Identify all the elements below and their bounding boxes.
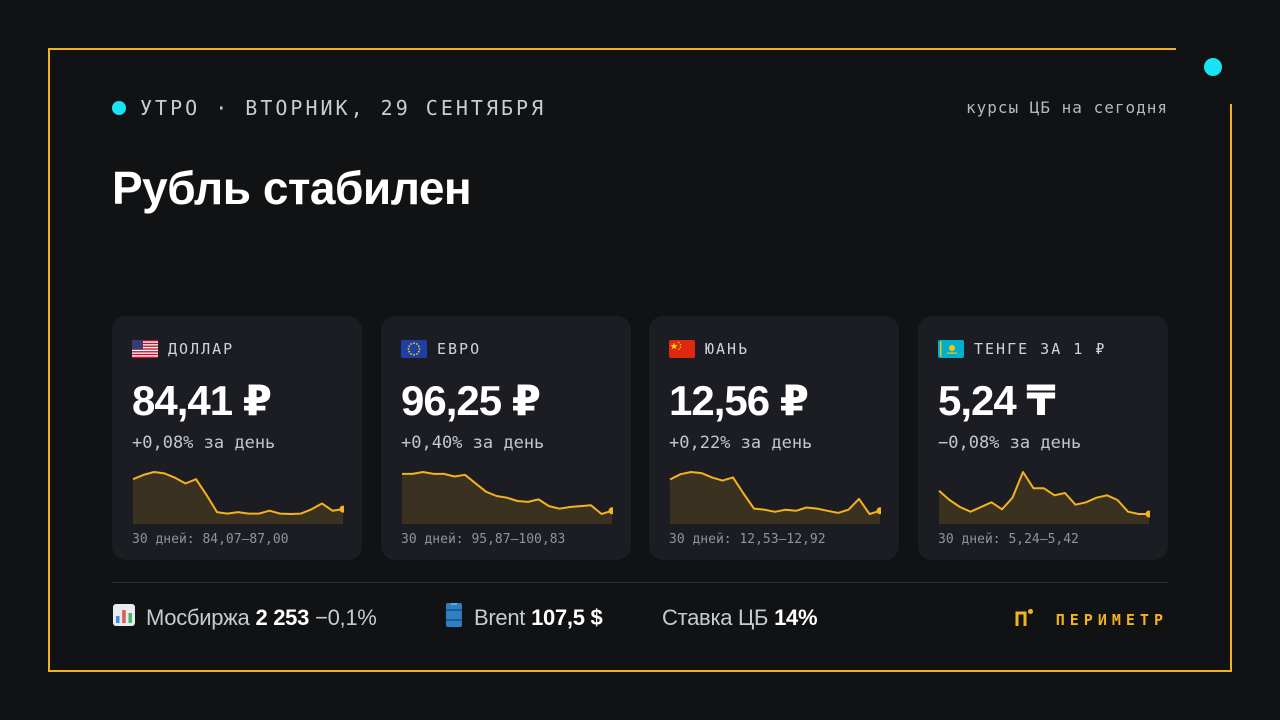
sparkline-end-dot	[876, 507, 881, 515]
card-value: 84,41 ₽	[132, 377, 272, 424]
card-range: 30 дней: 95,87–100,83	[401, 532, 566, 547]
page-title: Рубль стабилен	[112, 162, 472, 214]
corner-dot	[1204, 58, 1222, 76]
sparkline-end-dot	[1145, 510, 1150, 518]
header-note: курсы ЦБ на сегодня	[965, 98, 1168, 117]
sparkline-area	[670, 472, 880, 524]
brent-item: Brent 107,5 $	[444, 602, 603, 635]
card-value: 12,56 ₽	[669, 377, 809, 424]
card-change: +0,08% за день	[132, 433, 276, 453]
usa-flag-icon	[132, 340, 158, 358]
kazakhstan-flag-icon	[938, 340, 964, 358]
sparkline-eur	[402, 471, 613, 524]
header: УТРО · ВТОРНИК, 29 СЕНТЯБРЯ курсы ЦБ на …	[112, 96, 1168, 120]
divider	[112, 582, 1168, 583]
card-change: +0,22% за день	[669, 433, 813, 453]
sparkline-end-dot	[339, 505, 344, 513]
oil-barrel-icon	[444, 602, 464, 635]
date-line: УТРО · ВТОРНИК, 29 СЕНТЯБРЯ	[140, 96, 547, 120]
footer-ticker: Мосбиржа 2 253 −0,1% Brent 107,5 $ Ставк…	[112, 600, 1168, 640]
sparkline-line	[938, 471, 1149, 515]
moex-label: Мосбиржа	[146, 605, 250, 630]
sparkline-line	[132, 471, 344, 515]
sparkline-cny	[669, 471, 881, 524]
card-eur: ЕВРО 96,25 ₽ +0,40% за день 30 дней: 95,…	[381, 316, 631, 560]
card-range: 30 дней: 12,53–12,92	[669, 532, 826, 547]
card-name: ДОЛЛАР	[168, 340, 235, 358]
rate-label: Ставка ЦБ	[662, 605, 769, 630]
card-change: +0,40% за день	[401, 433, 545, 453]
frame-border: УТРО · ВТОРНИК, 29 СЕНТЯБРЯ курсы ЦБ на …	[48, 48, 1232, 672]
card-usd: ДОЛЛАР 84,41 ₽ +0,08% за день 30 дней: 8…	[112, 316, 362, 560]
perimetr-logo-icon	[1014, 608, 1034, 633]
rate-item: Ставка ЦБ 14%	[662, 604, 818, 632]
currency-cards: ДОЛЛАР 84,41 ₽ +0,08% за день 30 дней: 8…	[112, 316, 1168, 560]
moex-value: 2 253	[255, 605, 310, 630]
brent-value: 107,5 $	[531, 605, 603, 630]
moex-item: Мосбиржа 2 253 −0,1%	[112, 603, 377, 634]
card-value: 5,24 ₸	[938, 377, 1056, 424]
sparkline-kzt	[938, 471, 1150, 524]
card-value: 96,25 ₽	[401, 377, 541, 424]
moex-change: −0,1%	[315, 605, 377, 630]
bar-chart-icon	[112, 603, 136, 634]
card-change: −0,08% за день	[938, 433, 1082, 453]
card-name: ЕВРО	[437, 340, 482, 358]
sparkline-area	[133, 472, 343, 524]
rate-value: 14%	[774, 605, 818, 630]
brand: ПЕРИМЕТР	[1014, 608, 1168, 632]
card-range: 30 дней: 5,24–5,42	[938, 532, 1079, 547]
sparkline-area	[939, 472, 1149, 524]
sparkline-usd	[132, 471, 344, 524]
sparkline-end-dot	[608, 507, 613, 515]
card-cny: ЮАНЬ 12,56 ₽ +0,22% за день 30 дней: 12,…	[649, 316, 899, 560]
sparkline-line	[402, 471, 613, 515]
card-name: ЮАНЬ	[705, 340, 750, 358]
card-kzt: ТЕНГЕ ЗА 1 ₽ 5,24 ₸ −0,08% за день 30 дн…	[918, 316, 1168, 560]
brand-name: ПЕРИМЕТР	[1055, 611, 1168, 629]
live-dot-icon	[112, 101, 126, 115]
card-name: ТЕНГЕ ЗА 1 ₽	[974, 340, 1107, 358]
brent-label: Brent	[474, 605, 526, 630]
sparkline-line	[669, 471, 881, 515]
frame-outline	[48, 48, 1232, 672]
card-range: 30 дней: 84,07–87,00	[132, 532, 289, 547]
china-flag-icon	[669, 340, 695, 358]
eu-flag-icon	[401, 340, 427, 358]
